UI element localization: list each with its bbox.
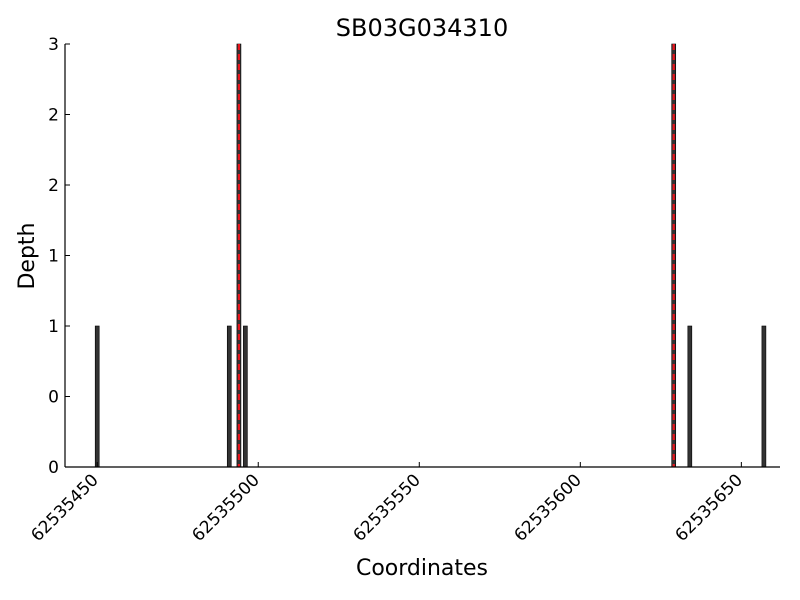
y-tick-label-2: 1 <box>48 317 59 337</box>
bar-0 <box>94 325 100 468</box>
x-tick-label-0: 62535450 <box>27 470 102 545</box>
bars-group <box>94 43 767 468</box>
x-ticks-group: 62535450 62535500 62535550 62535600 62535650 <box>27 462 747 546</box>
y-axis-label: Depth <box>15 222 40 289</box>
y-tick-label-3: 1 <box>48 247 59 267</box>
x-tick-label-4: 62535650 <box>672 470 747 545</box>
bar-1 <box>226 325 232 468</box>
bar-5 <box>687 325 693 468</box>
y-ticks-group: 0 0 1 1 2 2 3 <box>48 35 70 478</box>
y-tick-label-1: 0 <box>48 388 59 408</box>
y-tick-label-4: 2 <box>48 176 59 196</box>
x-tick-label-2: 62535550 <box>349 470 424 545</box>
bar-6 <box>761 325 767 468</box>
markers-group <box>237 44 675 467</box>
y-tick-label-0: 0 <box>48 458 59 478</box>
y-tick-label-6: 3 <box>48 35 59 55</box>
bar-3 <box>243 325 248 468</box>
chart-title: SB03G034310 <box>336 14 508 42</box>
x-axis-label: Coordinates <box>356 556 488 581</box>
x-tick-label-3: 62535600 <box>511 470 586 545</box>
y-tick-label-5: 2 <box>48 106 59 126</box>
x-tick-label-1: 62535500 <box>188 470 263 545</box>
